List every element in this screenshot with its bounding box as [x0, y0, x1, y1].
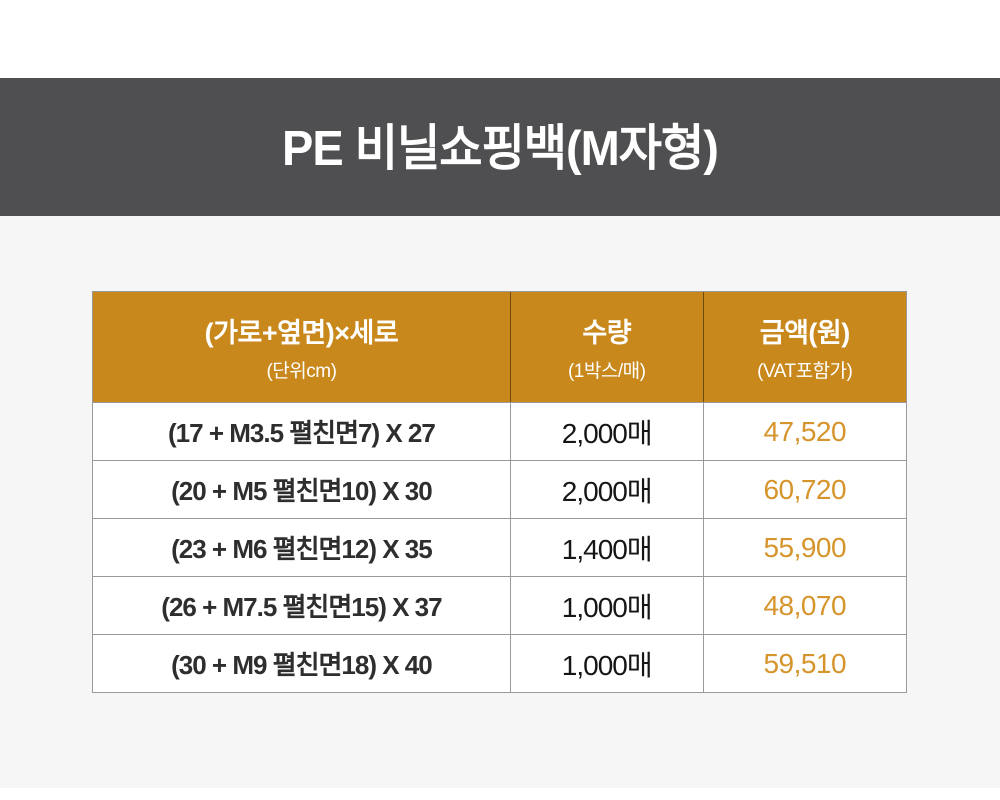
table-header-row: (가로+옆면)×세로 (단위cm) 수량 (1박스/매) 금액(원) (VAT포… — [93, 292, 906, 402]
price-cell: 59,510 — [763, 647, 847, 679]
table-row: (30 + M9 펼친면18) X 40 1,000매 59,510 — [93, 634, 906, 692]
price-cell: 60,720 — [763, 473, 847, 505]
size-cell: (26 + M7.5 펼친면15) X 37 — [93, 577, 511, 634]
qty-cell: 1,000매 — [511, 635, 704, 692]
header-sublabel: (1박스/매) — [567, 361, 646, 382]
price-cell: 47,520 — [763, 415, 847, 447]
table-row: (23 + M6 펼친면12) X 35 1,400매 55,900 — [93, 518, 906, 576]
size-cell: (30 + M9 펼친면18) X 40 — [93, 635, 511, 692]
header-cell-price: 금액(원) (VAT포함가) — [704, 292, 906, 402]
size-cell: (17 + M3.5 펼친면7) X 27 — [93, 403, 511, 460]
qty-cell: 2,000매 — [511, 461, 704, 518]
qty-cell: 1,400매 — [511, 519, 704, 576]
size-cell: (23 + M6 펼친면12) X 35 — [93, 519, 511, 576]
qty-cell: 1,000매 — [511, 577, 704, 634]
price-cell: 55,900 — [763, 531, 847, 563]
table-row: (26 + M7.5 펼친면15) X 37 1,000매 48,070 — [93, 576, 906, 634]
header-label: (가로+옆면)×세로 — [204, 318, 399, 348]
header-sublabel: (단위cm) — [266, 361, 337, 382]
header-cell-size: (가로+옆면)×세로 (단위cm) — [93, 292, 511, 402]
header-sublabel: (VAT포함가) — [757, 361, 853, 382]
header-cell-quantity: 수량 (1박스/매) — [511, 292, 704, 402]
size-cell: (20 + M5 펼친면10) X 30 — [93, 461, 511, 518]
table-row: (17 + M3.5 펼친면7) X 27 2,000매 47,520 — [93, 402, 906, 460]
header-label: 수량 — [582, 318, 632, 348]
price-table: (가로+옆면)×세로 (단위cm) 수량 (1박스/매) 금액(원) (VAT포… — [92, 291, 907, 693]
title-banner: PE 비닐쇼핑백(M자형) — [0, 78, 1000, 216]
page-title: PE 비닐쇼핑백(M자형) — [282, 119, 719, 175]
header-label: 금액(원) — [759, 318, 851, 348]
qty-cell: 2,000매 — [511, 403, 704, 460]
table-row: (20 + M5 펼친면10) X 30 2,000매 60,720 — [93, 460, 906, 518]
price-cell: 48,070 — [763, 589, 847, 621]
